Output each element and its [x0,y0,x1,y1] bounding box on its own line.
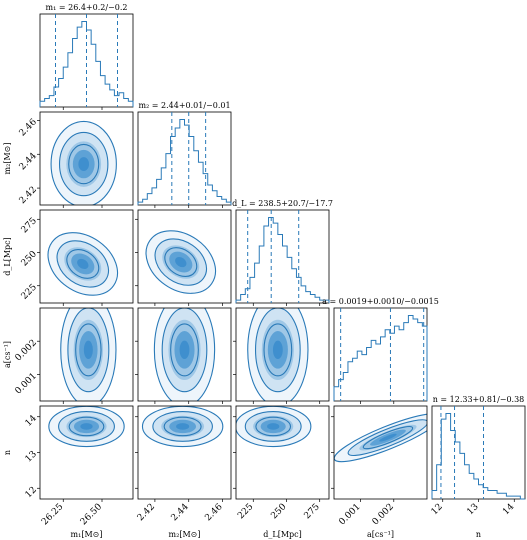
density-level-4 [267,423,280,430]
y-tick-m2-2: 2.46 [18,117,39,138]
contour-1 [154,238,208,286]
density-m1-m2 [39,111,134,206]
density-m2-a [137,307,232,402]
title-a: a = 0.0019+0.0010/−0.0015 [322,297,439,306]
density-m2-dL [137,209,232,304]
x-tick-m2-2: 2.46 [203,502,224,523]
x-tick-n-2: 14 [501,502,516,517]
density-dL-a [235,307,330,402]
y-tick-n-0: 12 [24,485,39,500]
density-level-4 [78,157,90,172]
x-tick-m1-1: 26.50 [79,502,104,527]
contour-1 [152,411,213,442]
histogram-n [431,405,526,500]
contour-1 [67,308,110,393]
x-label-m2: m₂[M⊙] [169,530,201,539]
y-tick-dL-2: 275 [20,216,39,235]
y-label-m2: m₂[M⊙] [3,143,12,175]
density-level-4 [80,423,93,430]
contour-2 [170,323,199,377]
density-m1-dL [39,209,134,304]
contour-0 [153,308,216,401]
x-tick-dL-1: 250 [269,502,288,521]
contour-2 [68,143,100,185]
contour-2 [164,247,198,277]
density-level-4 [179,340,190,360]
density-level-4 [77,258,89,270]
contour-1 [244,411,302,442]
density-dL-n [235,405,330,500]
y-tick-n-1: 13 [24,449,39,464]
contour-2 [255,416,292,437]
density-level-4 [175,256,187,268]
contour-1 [56,240,110,288]
y-label-a: a[cs⁻¹] [3,341,12,368]
histogram-m1 [39,13,134,108]
contour-2 [362,426,414,450]
contour-2 [66,249,100,279]
contour-0 [247,308,309,401]
density-a-n [333,405,428,500]
histogram-m2 [137,111,232,206]
contour-2 [68,416,105,437]
y-tick-m2-0: 2.42 [18,185,39,206]
contour-1 [347,419,427,456]
contour-0 [145,230,217,294]
y-tick-dL-1: 250 [20,249,39,268]
density-level-4 [176,423,190,430]
title-n: n = 12.33+0.81/−0.38 [433,395,525,404]
title-m2: m₂ = 2.44+0.01/−0.01 [138,101,230,110]
x-label-n: n [476,530,481,539]
hist-steps-m1 [39,20,134,107]
hist-steps-dL [235,216,330,303]
y-label-n: n [3,450,12,455]
y-tick-n-2: 14 [24,413,39,428]
y-tick-dL-0: 225 [20,282,39,301]
x-tick-m1-0: 26.25 [40,502,65,527]
x-tick-n-0: 12 [430,502,445,517]
contour-0 [50,120,117,205]
density-m1-a [39,307,134,402]
x-tick-n-1: 13 [465,502,480,517]
density-m2-n [137,405,232,500]
hist-steps-m2 [137,118,232,205]
x-label-a: a[cs⁻¹] [367,530,394,539]
x-tick-m2-1: 2.44 [170,502,191,523]
x-tick-a-1: 0.002 [371,502,396,527]
x-label-dL: d_L[Mpc] [263,530,301,539]
y-label-dL: d_L[Mpc] [3,237,12,275]
x-tick-dL-2: 275 [303,502,322,521]
contour-0 [47,232,119,296]
x-label-m1: m₁[M⊙] [71,530,103,539]
contour-1 [161,308,208,393]
density-level-4 [272,340,283,360]
x-tick-a-0: 0.001 [337,502,362,527]
title-m1: m₁ = 26.4+0.2/−0.2 [46,3,128,12]
x-tick-dL-0: 225 [236,502,255,521]
contour-2 [75,323,102,377]
density-level-4 [379,433,397,442]
y-tick-a-1: 0.002 [14,338,39,363]
hist-steps-n [431,412,525,500]
contour-0 [60,308,117,401]
contour-2 [163,416,202,437]
y-tick-a-0: 0.001 [14,371,39,396]
hist-steps-a [333,314,428,401]
contour-1 [58,411,115,442]
histogram-a [333,307,428,402]
histogram-dL [235,209,330,304]
contour-1 [58,131,109,197]
density-level-4 [83,340,93,360]
y-tick-m2-1: 2.44 [18,151,39,172]
x-tick-m2-0: 2.42 [136,502,157,523]
contour-1 [254,308,301,393]
density-m1-n [39,405,134,500]
contour-2 [263,323,293,377]
title-dL: d_L = 238.5+20.7/−17.7 [232,199,333,208]
